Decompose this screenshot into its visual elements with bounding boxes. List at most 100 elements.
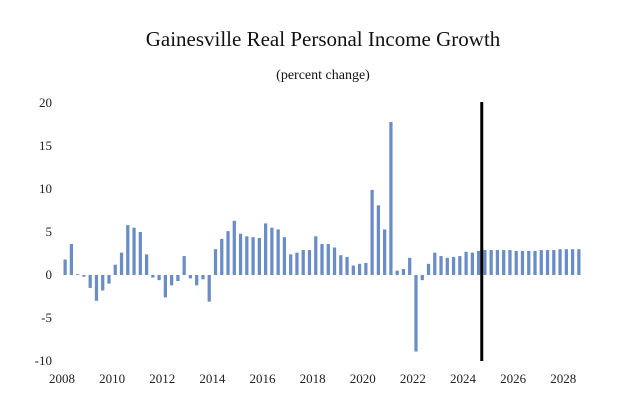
bar xyxy=(238,233,243,275)
bar xyxy=(570,249,575,275)
bar xyxy=(251,237,255,275)
bar xyxy=(88,275,92,288)
bar xyxy=(414,275,418,352)
bar xyxy=(345,256,349,275)
bar xyxy=(76,274,80,275)
bar xyxy=(389,121,393,275)
bar xyxy=(533,250,537,275)
bar xyxy=(445,257,449,275)
bar xyxy=(451,256,456,275)
bar xyxy=(320,244,324,275)
y-tick-label: 10 xyxy=(39,181,52,196)
bar xyxy=(477,250,481,275)
y-tick-label: 5 xyxy=(46,224,53,239)
bar xyxy=(357,263,362,275)
bar xyxy=(483,250,487,275)
bar xyxy=(395,270,399,275)
bar xyxy=(439,256,443,275)
x-axis: 2008 2010 2012 2014 2016 2018 2020 2022 2024 2026… xyxy=(49,371,576,386)
bar xyxy=(545,250,550,275)
bar xyxy=(282,237,287,275)
bar xyxy=(420,275,424,281)
bar xyxy=(558,249,562,275)
bar xyxy=(364,262,368,275)
bar xyxy=(138,232,142,275)
bar xyxy=(188,275,193,279)
bar xyxy=(370,189,374,275)
bar xyxy=(132,227,136,275)
x-tick-label: 2014 xyxy=(199,371,226,386)
bar xyxy=(232,220,236,275)
bar xyxy=(289,254,293,275)
x-tick-label: 2008 xyxy=(49,371,75,386)
bar xyxy=(502,250,506,275)
bar xyxy=(464,251,468,275)
bar xyxy=(163,275,167,298)
bar xyxy=(539,250,543,275)
bar xyxy=(276,229,280,275)
bar xyxy=(176,275,180,282)
bar xyxy=(564,249,568,275)
y-tick-label: -10 xyxy=(35,353,52,368)
bar xyxy=(201,275,205,280)
bar xyxy=(326,244,330,275)
bar xyxy=(514,250,518,275)
bar xyxy=(220,238,224,275)
x-tick-label: 2010 xyxy=(99,371,125,386)
bar xyxy=(195,275,199,286)
bar xyxy=(433,252,437,275)
bar xyxy=(94,275,99,301)
bar xyxy=(332,247,337,275)
bar xyxy=(119,252,124,275)
bar xyxy=(107,275,111,284)
bar xyxy=(351,265,355,275)
bar xyxy=(401,268,406,275)
bar xyxy=(489,250,493,275)
bar xyxy=(520,250,525,275)
bar xyxy=(495,250,500,275)
chart-subtitle: (percent change) xyxy=(276,68,370,83)
bar xyxy=(101,275,105,291)
x-tick-label: 2026 xyxy=(500,371,527,386)
bar xyxy=(213,249,218,275)
y-tick-label: -5 xyxy=(41,310,52,325)
bar xyxy=(470,252,474,275)
bar xyxy=(408,257,412,275)
bar xyxy=(295,252,299,275)
chart-title: Gainesville Real Personal Income Growth xyxy=(146,27,501,51)
bar xyxy=(157,275,161,281)
bar xyxy=(257,238,261,275)
bar xyxy=(339,255,343,275)
bar xyxy=(82,275,86,277)
bar xyxy=(307,250,312,275)
x-tick-label: 2022 xyxy=(400,371,426,386)
bar xyxy=(170,275,174,286)
y-tick-label: 20 xyxy=(39,95,52,110)
bar xyxy=(263,223,268,275)
bar xyxy=(301,250,305,275)
y-axis: 20 15 10 5 0 -5 -10 xyxy=(35,95,52,368)
bar xyxy=(376,205,381,275)
x-tick-label: 2024 xyxy=(450,371,477,386)
bar xyxy=(426,263,431,275)
x-tick-label: 2012 xyxy=(149,371,175,386)
bar xyxy=(226,231,230,275)
bar xyxy=(314,236,318,275)
bar-series xyxy=(63,121,581,352)
bar xyxy=(113,264,117,275)
y-tick-label: 15 xyxy=(39,138,52,153)
x-tick-label: 2018 xyxy=(300,371,326,386)
bar xyxy=(458,256,462,275)
bar xyxy=(69,244,74,275)
bar xyxy=(383,229,387,275)
bar xyxy=(577,249,581,275)
bar xyxy=(151,275,155,278)
bar xyxy=(182,256,186,275)
bar xyxy=(508,250,512,275)
y-tick-label: 0 xyxy=(46,267,53,282)
bar xyxy=(126,225,130,275)
x-tick-label: 2020 xyxy=(350,371,376,386)
bar xyxy=(144,254,149,275)
x-tick-label: 2016 xyxy=(249,371,276,386)
